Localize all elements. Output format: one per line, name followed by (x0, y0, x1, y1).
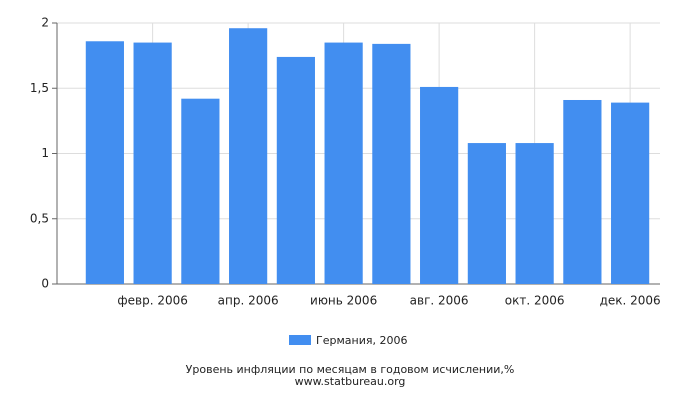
x-tick-label: авг. 2006 (410, 294, 469, 308)
y-tick-label: 1 (41, 146, 49, 160)
bar (133, 42, 172, 285)
legend-swatch (289, 335, 311, 345)
bar (372, 43, 411, 284)
bar (467, 143, 506, 284)
bar (324, 42, 363, 285)
y-tick-label: 1,5 (30, 81, 49, 95)
x-tick-label: июнь 2006 (310, 294, 377, 308)
y-tick-label: 2 (41, 16, 49, 30)
bar (85, 41, 124, 284)
chart-subtitle: www.statbureau.org (295, 375, 406, 388)
x-tick-label: окт. 2006 (505, 294, 565, 308)
bar (563, 99, 602, 285)
y-tick-label: 0,5 (30, 211, 49, 225)
legend-label: Германия, 2006 (316, 334, 407, 347)
bar (611, 102, 650, 284)
bar (181, 98, 220, 284)
y-tick-label: 0 (41, 277, 49, 291)
chart-title: Уровень инфляции по месяцам в годовом ис… (186, 363, 515, 376)
x-tick-label: февр. 2006 (117, 294, 188, 308)
x-tick-label: апр. 2006 (218, 294, 279, 308)
bar (515, 143, 554, 284)
x-tick-label: дек. 2006 (600, 294, 661, 308)
bar (420, 86, 459, 284)
bar (229, 28, 268, 284)
bar (276, 56, 315, 285)
